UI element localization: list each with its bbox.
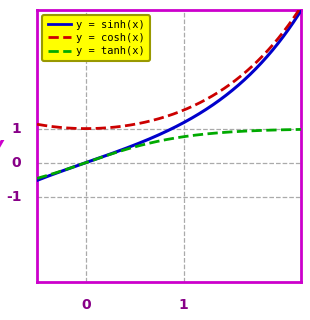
Text: y: y <box>0 136 4 155</box>
Text: 0: 0 <box>81 298 91 312</box>
Text: -1: -1 <box>6 189 21 204</box>
Text: 0: 0 <box>12 156 21 170</box>
Legend: y = sinh(x), y = cosh(x), y = tanh(x): y = sinh(x), y = cosh(x), y = tanh(x) <box>42 15 150 61</box>
Text: 1: 1 <box>12 122 21 136</box>
Text: 1: 1 <box>179 298 188 312</box>
